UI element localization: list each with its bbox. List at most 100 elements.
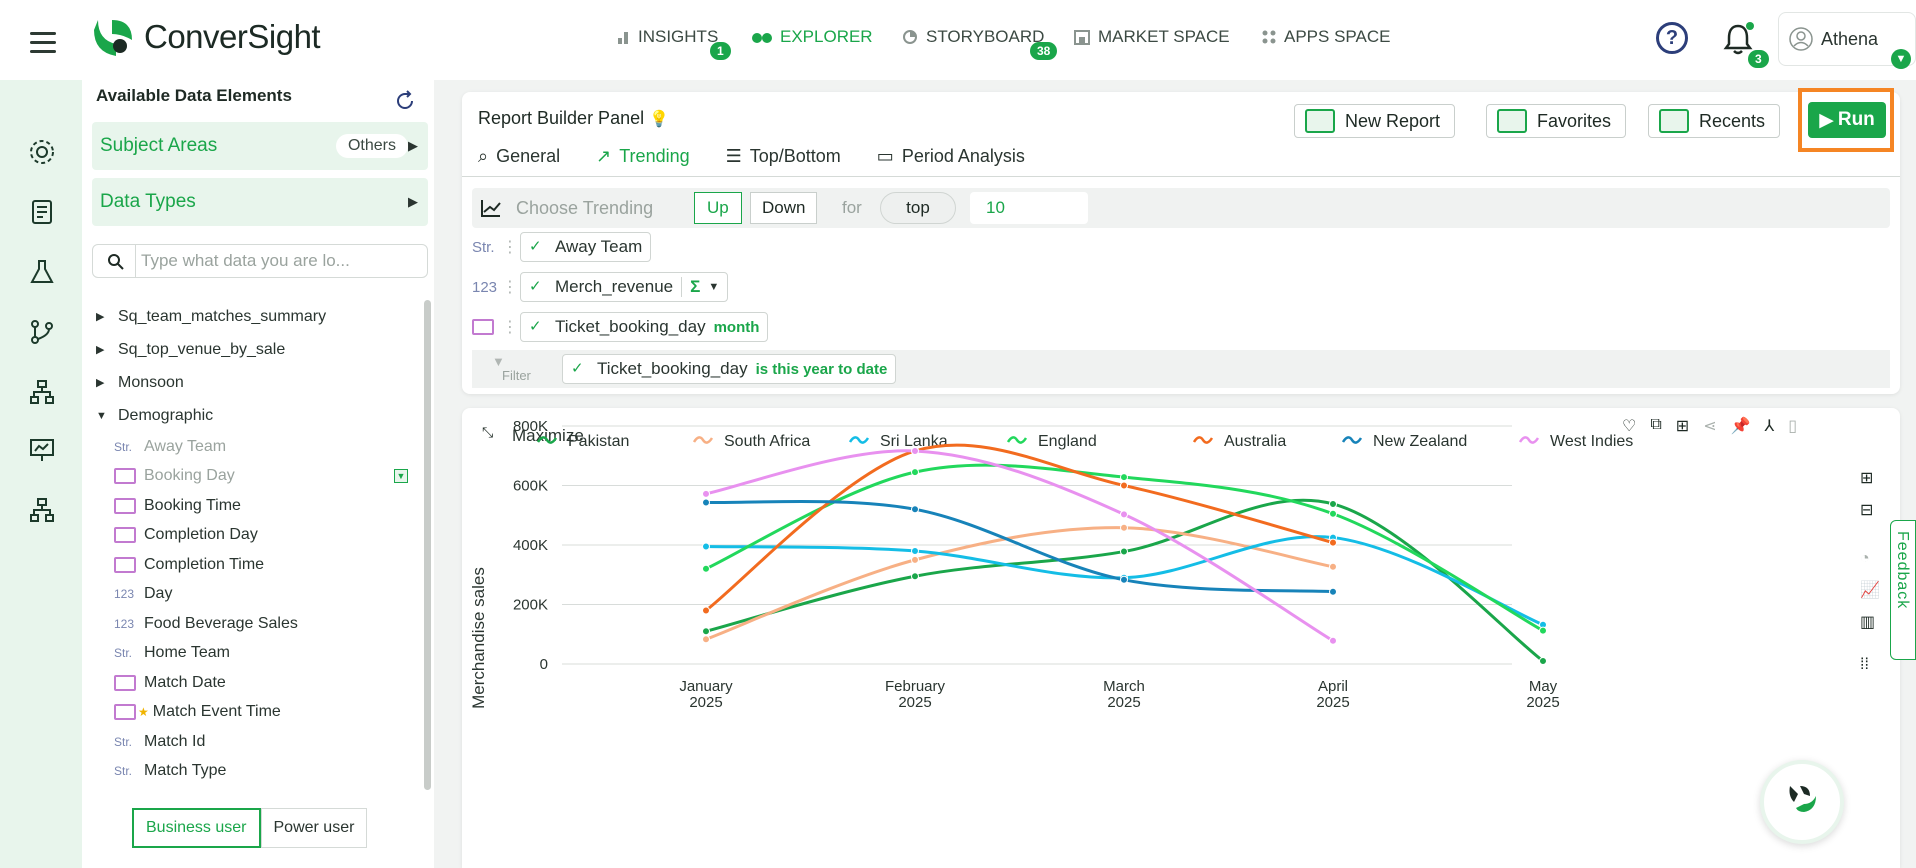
panel-scrollbar[interactable] <box>424 300 431 790</box>
legend-item[interactable]: Pakistan <box>568 433 629 450</box>
date-grain[interactable]: month <box>713 318 760 336</box>
run-button[interactable]: ▶ Run <box>1808 102 1886 138</box>
legend-item[interactable]: New Zealand <box>1373 433 1467 450</box>
branch-icon[interactable] <box>28 318 56 346</box>
subject-areas-section[interactable]: Subject Areas Others ▶ <box>92 122 428 170</box>
feedback-tab[interactable]: Feedback <box>1890 520 1916 660</box>
field-item[interactable]: Booking Day ▼ <box>96 462 416 492</box>
field-row: Str. ⋮ ✓ Away Team <box>472 232 652 262</box>
storyboard-badge: 38 <box>1030 42 1058 60</box>
filter-funnel-icon: ▼ <box>492 354 505 369</box>
flask-icon[interactable] <box>28 258 56 286</box>
notifications-bell[interactable]: 3 <box>1722 22 1769 68</box>
pie-chart-icon[interactable]: ◔ <box>1860 550 1870 567</box>
field-item[interactable]: ★ Match Event Time <box>96 698 416 728</box>
aggregation-sum-icon[interactable]: Σ <box>681 277 700 297</box>
tab-trending[interactable]: ↗ Trending <box>596 146 690 166</box>
settings-gear-icon[interactable] <box>28 138 56 166</box>
new-report-button[interactable]: New Report <box>1294 104 1456 138</box>
field-item[interactable]: Booking Time <box>96 491 416 521</box>
top-selector[interactable]: top <box>880 192 956 224</box>
legend-item[interactable]: South Africa <box>724 433 810 450</box>
caret-right-icon: ▶ <box>96 311 105 323</box>
field-item[interactable]: Match Date <box>96 668 416 698</box>
filter-row: ▼ Filter ✓ Ticket_booking_day is this year… <box>472 350 1890 388</box>
tree-node[interactable]: ▶ Sq_top_venue_by_sale <box>96 340 286 358</box>
legend-item[interactable]: England <box>1038 433 1097 450</box>
field-item[interactable]: 123 Day <box>114 585 173 603</box>
copy-icon[interactable]: ⧉ <box>1650 416 1662 433</box>
power-user-button[interactable]: Power user <box>260 808 368 848</box>
brand-logo[interactable]: ConverSight <box>92 14 321 60</box>
data-point <box>702 498 710 507</box>
field-chip[interactable]: ✓ Away Team <box>520 232 652 262</box>
refresh-icon[interactable] <box>394 90 416 112</box>
table-icon[interactable]: ⊞ <box>1860 470 1874 487</box>
hierarchy-icon[interactable] <box>28 378 56 406</box>
search-input[interactable] <box>141 251 411 271</box>
tab-general[interactable]: ⌕ General <box>478 146 561 166</box>
drag-handle-icon[interactable]: ⋮ <box>502 319 518 336</box>
tree-node-expanded[interactable]: ▼ Demographic <box>96 406 214 424</box>
bar-chart-icon[interactable]: ▥ <box>1860 614 1876 631</box>
trend-up-button[interactable]: Up <box>694 192 742 224</box>
data-point <box>1120 575 1128 584</box>
help-icon[interactable]: ? <box>1656 22 1688 54</box>
line-chart-icon[interactable]: 📈 <box>1860 582 1880 599</box>
maximize-label[interactable]: Maximize <box>512 426 584 445</box>
field-chip[interactable]: ✓ Ticket_booking_day month <box>520 312 769 342</box>
tab-top-bottom[interactable]: ☰ Top/Bottom <box>725 146 841 166</box>
filter-funnel-icon[interactable]: ▼ <box>394 469 408 484</box>
user-dropdown-icon[interactable]: ▼ <box>1891 49 1911 69</box>
drag-handle-icon[interactable]: ⋮ <box>502 279 518 296</box>
nav-insights[interactable]: INSIGHTS 1 <box>618 24 731 60</box>
field-item[interactable]: Str. Match Id <box>114 732 206 750</box>
caret-down-icon[interactable]: ▼ <box>708 281 720 293</box>
bar-chart-icon <box>618 32 628 44</box>
legend-item[interactable]: Australia <box>1224 433 1286 450</box>
tree-node[interactable]: ▶ Sq_team_matches_summary <box>96 307 327 325</box>
filter-chip[interactable]: ✓ Ticket_booking_day is this year to date <box>562 354 897 384</box>
tree-node[interactable]: ▶ Monsoon <box>96 373 184 391</box>
nav-storyboard[interactable]: STORYBOARD 38 <box>902 24 1058 60</box>
field-item[interactable]: 123 Food Beverage Sales <box>114 614 298 632</box>
document-icon[interactable]: ▯ <box>1788 418 1798 435</box>
legend-item[interactable]: Sri Lanka <box>880 433 948 450</box>
assistant-bot-button[interactable] <box>1760 760 1844 844</box>
check-icon: ✓ <box>529 318 542 335</box>
legend-swatch <box>1341 436 1363 444</box>
dashboard-add-icon[interactable]: ⊞ <box>1675 418 1690 435</box>
subject-filter-pill[interactable]: Others <box>335 134 408 158</box>
org-chart-icon[interactable] <box>28 496 56 524</box>
nav-apps-space[interactable]: APPS SPACE <box>1262 24 1390 50</box>
recents-button[interactable]: Recents <box>1648 104 1781 138</box>
pdf-icon[interactable]: ⅄ <box>1764 418 1775 435</box>
field-chip[interactable]: ✓ Merch_revenue Σ ▼ <box>520 272 729 302</box>
more-grid-icon[interactable]: ⁞⁞ <box>1860 656 1869 673</box>
field-item[interactable]: Completion Day <box>96 521 416 551</box>
nav-market-space[interactable]: MARKET SPACE <box>1074 24 1230 50</box>
x-tick-label: 2025 <box>1107 694 1140 711</box>
pivot-icon[interactable]: ⊟ <box>1860 502 1874 519</box>
drag-handle-icon[interactable]: ⋮ <box>502 239 518 256</box>
hamburger-menu-icon[interactable] <box>30 32 56 54</box>
trend-down-button[interactable]: Down <box>750 192 818 224</box>
favorites-button[interactable]: Favorites <box>1486 104 1627 138</box>
top-count-input[interactable]: 10 <box>970 192 1088 224</box>
pin-icon[interactable]: 📌 <box>1730 418 1751 435</box>
report-icon[interactable] <box>28 198 56 226</box>
nav-explorer[interactable]: EXPLORER <box>752 24 873 50</box>
field-item[interactable]: Str. Home Team <box>114 644 230 662</box>
data-types-section[interactable]: Data Types ▶ <box>92 178 428 226</box>
tab-period-analysis[interactable]: ▭ Period Analysis <box>876 146 1025 166</box>
user-menu[interactable]: Athena ▼ <box>1778 12 1916 69</box>
field-item[interactable]: Completion Time <box>96 550 416 580</box>
share-icon[interactable]: ⋖ <box>1703 418 1717 435</box>
legend-item[interactable]: West Indies <box>1550 433 1633 450</box>
business-user-button[interactable]: Business user <box>132 808 261 848</box>
maximize-icon[interactable]: ⤡ <box>482 424 494 440</box>
heart-icon[interactable]: ♡ <box>1622 418 1637 435</box>
presentation-icon[interactable] <box>28 436 56 464</box>
field-item[interactable]: Str. Away Team <box>114 437 227 455</box>
field-item[interactable]: Str. Match Type <box>114 762 227 780</box>
